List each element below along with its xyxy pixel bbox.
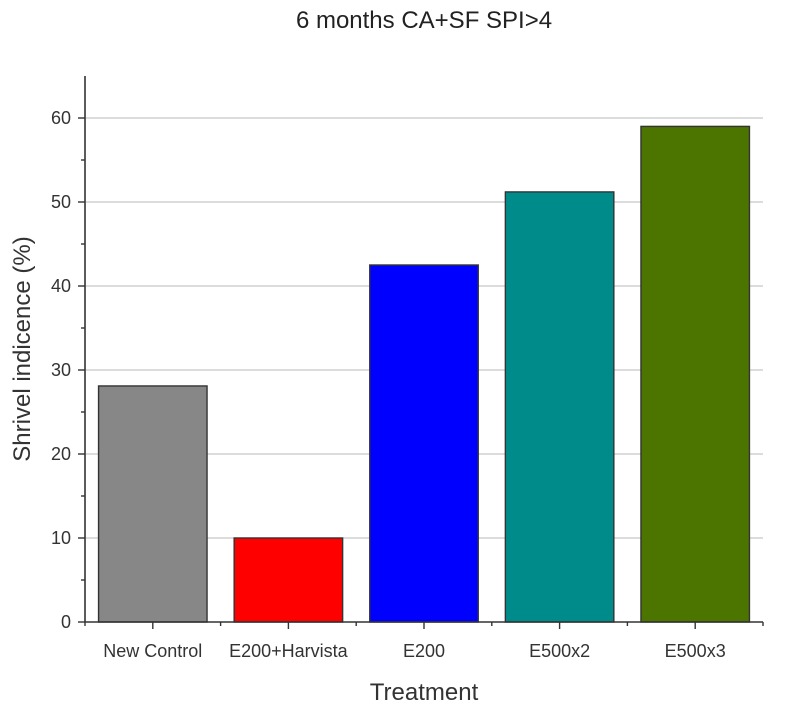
y-tick-label: 10 (51, 528, 71, 548)
x-tick-label: E500x2 (529, 641, 590, 661)
bar-e200 (369, 264, 479, 623)
y-tick-label: 20 (51, 444, 71, 464)
y-ticks: 0 10 20 30 40 50 60 (51, 108, 85, 632)
bar-e500x2 (504, 191, 615, 623)
x-tick-label: E200+Harvista (229, 641, 349, 661)
bar-e500x3 (640, 125, 751, 623)
x-ticks: New Control E200+Harvista E200 E500x2 E500x3 (84, 622, 764, 661)
y-tick-label: 0 (61, 612, 71, 632)
bar-e200-harvista (233, 537, 344, 623)
y-tick-label: 60 (51, 108, 71, 128)
y-tick-label: 50 (51, 192, 71, 212)
chart-title: 6 months CA+SF SPI>4 (296, 7, 552, 34)
x-tick-label: E200 (403, 641, 445, 661)
x-tick-label: E500x3 (665, 641, 726, 661)
y-tick-label: 40 (51, 276, 71, 296)
y-tick-label: 30 (51, 360, 71, 380)
bars (97, 125, 751, 623)
bar-new-control (97, 385, 208, 623)
x-axis-title: Treatment (370, 679, 479, 706)
y-axis-title: Shrivel indicence (%) (9, 236, 36, 461)
x-tick-label: New Control (103, 641, 202, 661)
